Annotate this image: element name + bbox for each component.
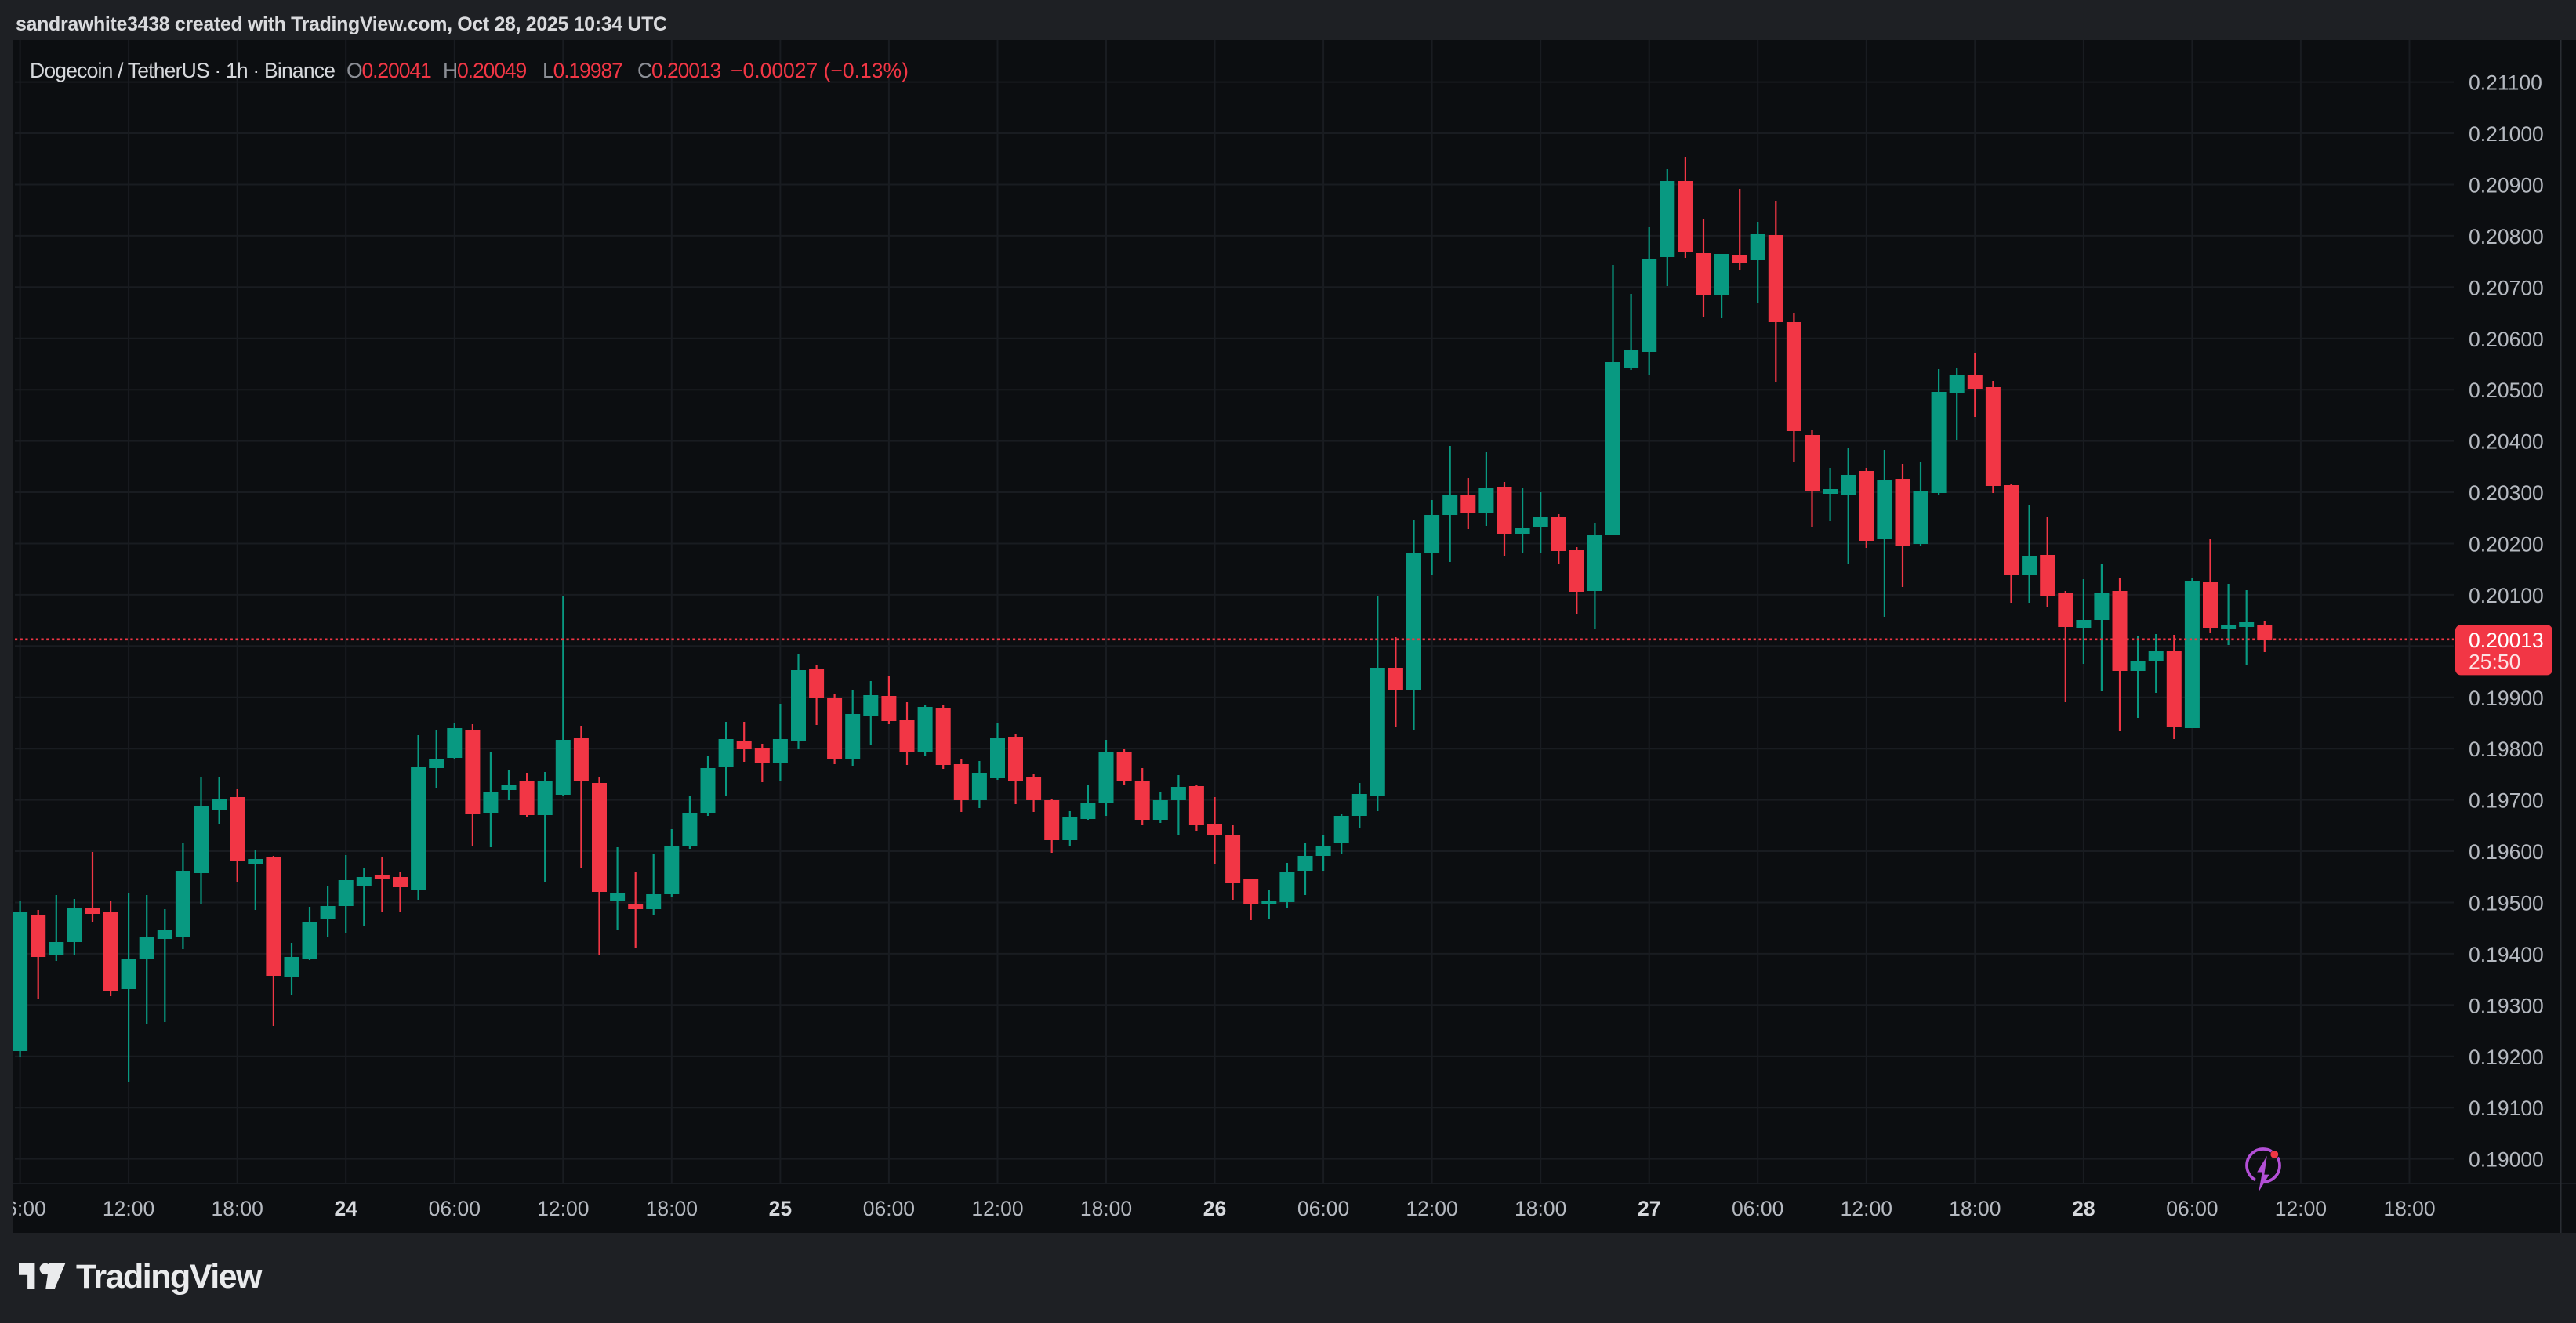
svg-text:0.19200: 0.19200: [2469, 1046, 2544, 1069]
svg-text:0.19700: 0.19700: [2469, 789, 2544, 813]
svg-text:25: 25: [769, 1197, 792, 1220]
svg-text:12:00: 12:00: [537, 1197, 589, 1220]
svg-text:28: 28: [2072, 1197, 2095, 1220]
svg-text:0.20500: 0.20500: [2469, 379, 2544, 402]
svg-text:0.19100: 0.19100: [2469, 1096, 2544, 1120]
svg-text:06:00: 06:00: [2166, 1197, 2218, 1220]
svg-text:0.21100: 0.21100: [2469, 71, 2542, 95]
svg-text:0.19800: 0.19800: [2469, 738, 2544, 761]
svg-text:0.20900: 0.20900: [2469, 174, 2544, 198]
svg-text:0.19600: 0.19600: [2469, 840, 2544, 864]
svg-text:0.20100: 0.20100: [2469, 584, 2544, 607]
svg-text:18:00: 18:00: [1949, 1197, 2001, 1220]
svg-text:18:00: 18:00: [212, 1197, 263, 1220]
svg-text:12:00: 12:00: [2275, 1197, 2327, 1220]
svg-text:06:00: 06:00: [863, 1197, 915, 1220]
svg-text:06:00: 06:00: [1732, 1197, 1783, 1220]
svg-text:12:00: 12:00: [1841, 1197, 1892, 1220]
svg-text:06:00: 06:00: [429, 1197, 481, 1220]
svg-text:0.20013: 0.20013: [2469, 629, 2544, 652]
svg-text:24: 24: [334, 1197, 357, 1220]
svg-text:06:00: 06:00: [1297, 1197, 1349, 1220]
svg-text:25:50: 25:50: [2469, 651, 2520, 674]
svg-text:18:00: 18:00: [1515, 1197, 1566, 1220]
svg-text:0.19400: 0.19400: [2469, 943, 2544, 966]
svg-text:12:00: 12:00: [103, 1197, 154, 1220]
svg-text:0.19500: 0.19500: [2469, 892, 2544, 915]
svg-text:27: 27: [1638, 1197, 1660, 1220]
svg-text:0.20400: 0.20400: [2469, 430, 2544, 454]
svg-text:0.21000: 0.21000: [2469, 122, 2544, 146]
svg-text:0.20800: 0.20800: [2469, 225, 2544, 248]
svg-text:0.20600: 0.20600: [2469, 328, 2544, 351]
svg-text:18:00: 18:00: [1080, 1197, 1132, 1220]
svg-text:12:00: 12:00: [971, 1197, 1023, 1220]
svg-text:0.19300: 0.19300: [2469, 994, 2544, 1017]
svg-text:12:00: 12:00: [1406, 1197, 1457, 1220]
svg-text:0.19000: 0.19000: [2469, 1148, 2544, 1172]
svg-text:18:00: 18:00: [646, 1197, 698, 1220]
svg-text:18:00: 18:00: [2383, 1197, 2435, 1220]
svg-text:0.20700: 0.20700: [2469, 276, 2544, 299]
svg-text:26: 26: [1203, 1197, 1226, 1220]
svg-text:0.19900: 0.19900: [2469, 687, 2544, 710]
svg-text:0.20300: 0.20300: [2469, 481, 2544, 505]
svg-text:0.20200: 0.20200: [2469, 533, 2544, 556]
